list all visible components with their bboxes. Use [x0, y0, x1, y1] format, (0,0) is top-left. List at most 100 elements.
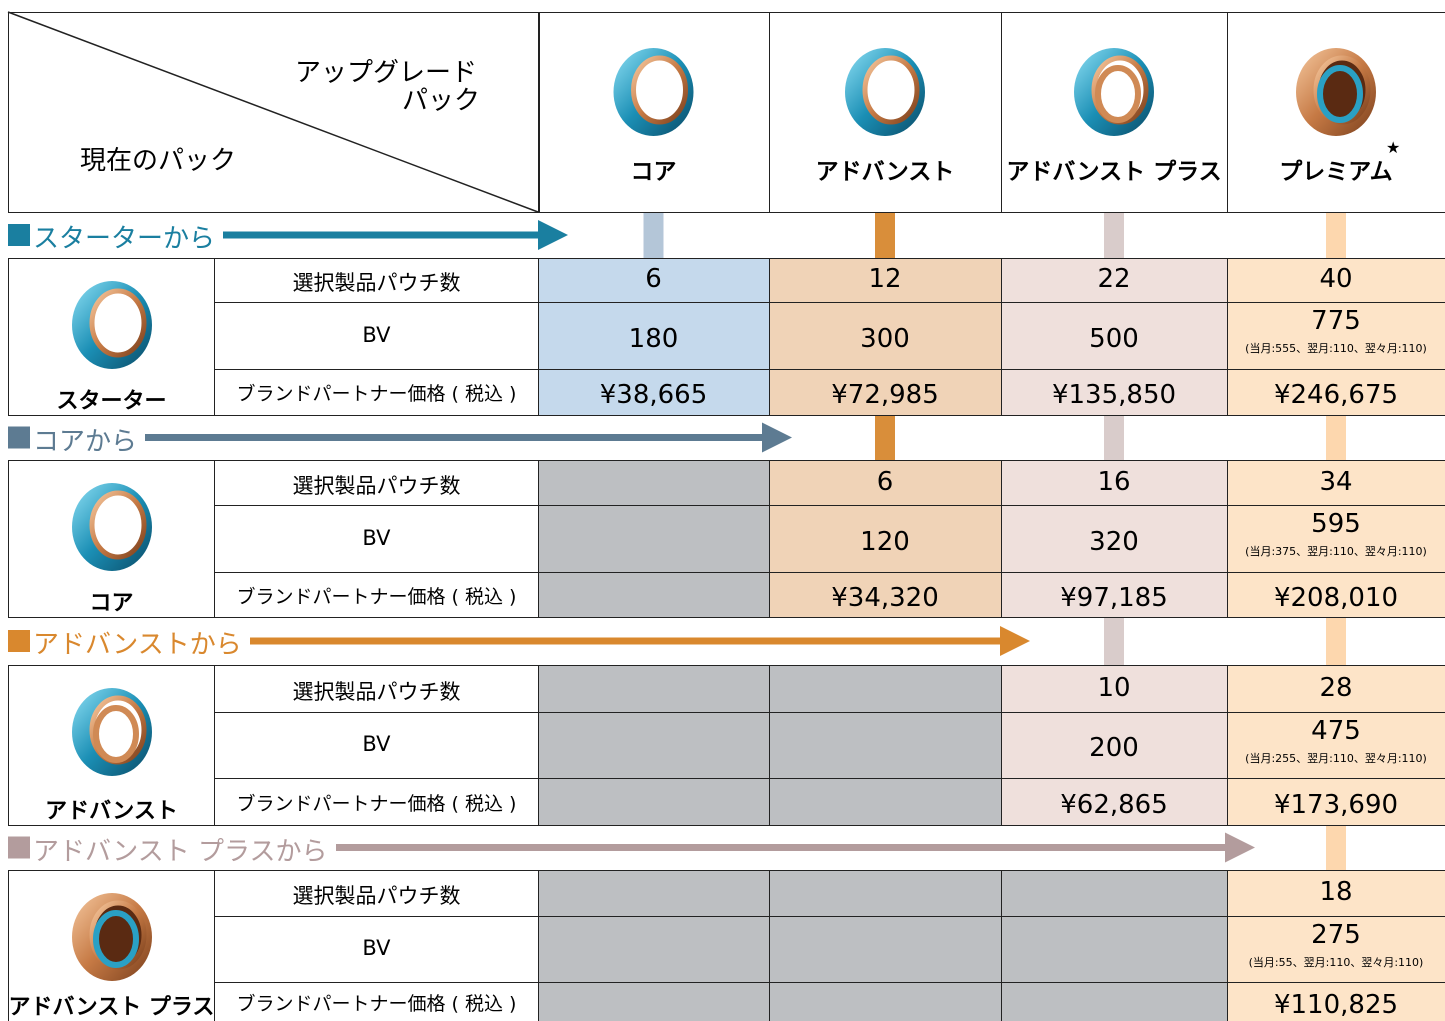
connector-bar: [875, 415, 895, 460]
section-marker: [8, 630, 30, 652]
value-cell: [1227, 572, 1445, 618]
value-cell: [538, 665, 770, 713]
connector-bar: [1326, 617, 1346, 665]
pack-icon: [862, 55, 920, 125]
connector-bar: [875, 212, 895, 258]
arrow-head: [1000, 626, 1030, 656]
cell-value: 40: [1319, 264, 1353, 294]
connector-bar: [1326, 415, 1346, 460]
bv-note: (当月:55、翌月:110、翌々月:110): [1248, 956, 1424, 969]
pack-name: アドバンスト プラス: [8, 995, 215, 1020]
upgrade-label: パック: [402, 86, 481, 116]
cell-value: 180: [628, 323, 679, 354]
cell-value: ¥38,665: [599, 380, 708, 410]
pack-name: コア: [89, 591, 134, 616]
cell-value: 12: [868, 264, 902, 294]
cell-value: ¥34,320: [831, 582, 939, 613]
value-cell: [1227, 982, 1445, 1021]
value-cell: [538, 712, 770, 779]
bv-value: 775: [1311, 306, 1361, 336]
bv-value: 595: [1311, 509, 1361, 539]
cell-value: 500: [1089, 323, 1139, 354]
cell-value: ¥173,690: [1273, 789, 1399, 820]
row-label: 選択製品パウチ数: [292, 271, 461, 295]
arrow-head: [1225, 832, 1255, 863]
section-title: アドバンスト プラスから: [33, 836, 328, 867]
bv-note: (当月:255、翌月:110、翌々月:110): [1245, 752, 1427, 765]
connector-bar: [1104, 212, 1124, 258]
pack-icon: [93, 910, 139, 968]
row-label: 選択製品パウチ数: [292, 679, 461, 704]
pack-name: アドバンスト: [45, 799, 178, 824]
section-title: コアから: [33, 426, 138, 457]
section-marker: [8, 224, 30, 246]
pack-icon: [93, 705, 139, 763]
section-marker: [8, 836, 30, 859]
bv-note: (当月:555、翌月:110、翌々月:110): [1245, 342, 1427, 355]
cell-value: 28: [1319, 672, 1353, 703]
bv-note: (当月:375、翌月:110、翌々月:110): [1245, 545, 1427, 558]
value-cell: [769, 916, 1002, 983]
row-label: ブランドパートナー価格 ( 税込 ): [236, 585, 517, 608]
row-label: BV: [362, 936, 391, 960]
value-cell: [769, 460, 1002, 506]
cell-value: 320: [1089, 526, 1139, 557]
value-cell: [769, 982, 1002, 1021]
pack-icon: [631, 55, 688, 125]
cell-value: 6: [876, 466, 894, 497]
pack-icon: [89, 490, 147, 560]
arrow-head: [538, 220, 568, 250]
value-cell: [538, 505, 770, 573]
value-cell: [769, 870, 1002, 917]
section-title: アドバンストから: [33, 630, 242, 660]
value-cell: [769, 369, 1002, 416]
value-cell: [1001, 778, 1228, 826]
arrow-line: [336, 844, 1227, 851]
value-cell: [1001, 870, 1228, 917]
value-cell: [1227, 916, 1445, 983]
cell-value: 22: [1097, 264, 1131, 294]
value-cell: [769, 665, 1002, 713]
arrow-line: [250, 637, 1002, 645]
cell-value: 16: [1097, 466, 1131, 497]
pack-icon: [89, 288, 147, 358]
cell-value: 200: [1089, 733, 1139, 763]
value-cell: [769, 712, 1002, 779]
value-cell: [1227, 258, 1445, 303]
current-label: 現在のパック: [80, 146, 237, 176]
bv-value: 275: [1311, 920, 1361, 950]
column-title: アドバンスト: [815, 159, 955, 185]
value-cell: [538, 916, 770, 983]
cell-value: 10: [1097, 672, 1131, 703]
value-cell: [538, 982, 770, 1021]
value-cell: [1001, 258, 1228, 303]
value-cell: [1227, 870, 1445, 917]
cell-value: 300: [860, 323, 910, 354]
cell-value: ¥110,825: [1273, 989, 1399, 1020]
value-cell: [1227, 460, 1445, 506]
value-cell: [1001, 916, 1228, 983]
connector-bar: [1104, 617, 1124, 665]
cell-value: 6: [645, 264, 662, 294]
diagonal: [7, 11, 539, 213]
value-cell: [538, 369, 770, 416]
arrow-head: [762, 422, 792, 453]
value-cell: [1227, 665, 1445, 713]
row-label: 選択製品パウチ数: [292, 473, 461, 498]
row-label: 選択製品パウチ数: [292, 884, 461, 908]
connector-bar: [643, 212, 664, 258]
arrow-line: [145, 434, 764, 441]
value-cell: [1001, 302, 1228, 370]
row-label: BV: [362, 322, 391, 347]
bv-value: 475: [1311, 716, 1361, 746]
value-cell: [769, 572, 1002, 618]
row-label: ブランドパートナー価格 ( 税込 ): [236, 383, 517, 405]
header-corner: [8, 12, 540, 213]
cell-value: ¥97,185: [1060, 582, 1168, 613]
pack-icon: [1095, 65, 1141, 123]
column-title: コア: [630, 159, 677, 185]
value-cell: [538, 572, 770, 618]
column-header: [1227, 12, 1445, 213]
